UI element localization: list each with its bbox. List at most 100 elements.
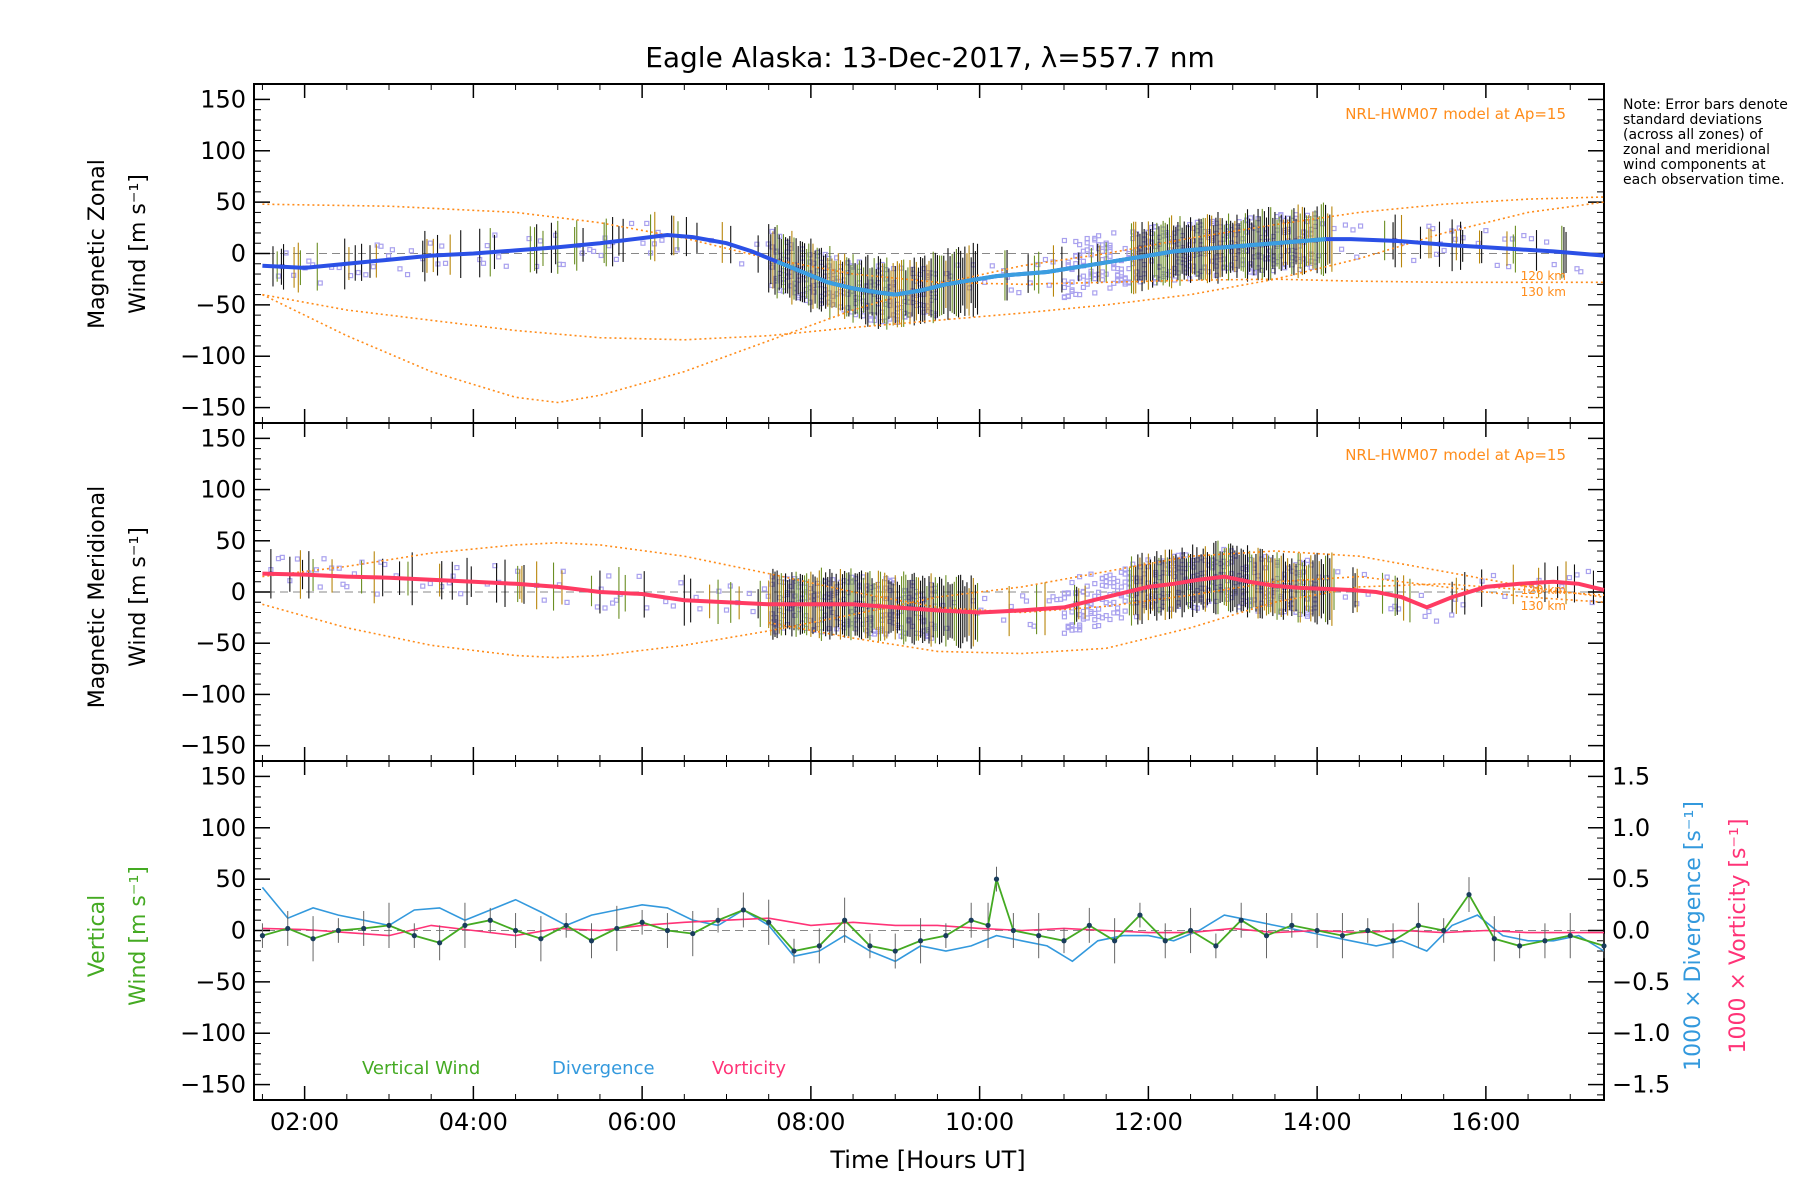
zone-point <box>1335 569 1341 575</box>
zone-point <box>826 580 832 586</box>
zonal-model-label: NRL-HWM07 model at Ap=15 <box>1345 105 1566 123</box>
zone-point <box>427 240 433 246</box>
vertical-wind-point <box>411 933 417 939</box>
zone-point <box>526 235 532 242</box>
zone-point <box>1384 574 1390 580</box>
zone-point <box>1209 563 1216 570</box>
zone-point <box>1095 246 1102 252</box>
zone-point <box>1449 612 1455 618</box>
vertical-wind-point <box>993 876 1000 882</box>
zone-point <box>769 611 775 617</box>
series-line <box>262 571 1605 615</box>
x-tick-label: 12:00 <box>1114 1108 1183 1136</box>
meridional-model-label: NRL-HWM07 model at Ap=15 <box>1345 446 1566 464</box>
zone-point <box>1187 602 1193 608</box>
zonal-model-height-120: 120 km <box>1521 269 1566 283</box>
zone-point <box>845 590 851 596</box>
zone-point <box>750 608 756 615</box>
vertical-wind-point <box>1365 927 1371 934</box>
y-tick-label: −150 <box>180 732 246 760</box>
zone-point <box>1304 261 1311 267</box>
zone-point <box>640 240 646 246</box>
zone-point <box>397 266 403 272</box>
y2-tick-label: −1.5 <box>1612 1071 1670 1099</box>
zone-point <box>1114 610 1121 616</box>
vertical-wind-point <box>1263 933 1270 939</box>
zone-point <box>697 606 703 612</box>
zone-point <box>1285 226 1292 232</box>
zone-point <box>1342 222 1348 228</box>
zone-point <box>1544 239 1550 245</box>
zone-point <box>830 268 836 275</box>
zone-point <box>1282 609 1288 615</box>
y2-tick-label: 1.0 <box>1612 814 1650 842</box>
zone-point <box>317 280 323 286</box>
model-curve <box>262 550 1605 659</box>
zone-point <box>807 252 813 258</box>
vertical-wind-point <box>791 948 797 954</box>
zone-point <box>1095 233 1102 239</box>
zone-point <box>1282 261 1288 268</box>
zone-point <box>807 585 813 592</box>
y-tick-label: 0 <box>231 578 246 606</box>
zone-point <box>1228 559 1235 565</box>
zone-point <box>1263 231 1269 237</box>
zone-point <box>1209 235 1216 241</box>
zone-point <box>1149 593 1155 599</box>
vertical-wind-point <box>437 940 443 946</box>
zone-point <box>1065 293 1071 299</box>
zone-point <box>1225 590 1231 596</box>
vertical-wind-point <box>1036 933 1042 939</box>
zone-point <box>1133 614 1140 620</box>
zone-point <box>427 580 433 587</box>
model-curve <box>262 201 1605 341</box>
error-bars <box>272 202 1567 330</box>
zone-point <box>1118 584 1124 590</box>
zone-point <box>925 628 931 635</box>
zone-point <box>868 615 874 621</box>
zone-point <box>1133 231 1140 237</box>
legend-divergence: Divergence <box>552 1058 655 1079</box>
series-line-overlap <box>776 237 1326 297</box>
zone-point <box>1190 596 1197 602</box>
zone-point <box>1187 221 1193 228</box>
zone-point <box>1008 287 1014 293</box>
zone-point <box>1589 599 1595 606</box>
zone-point <box>1133 269 1140 275</box>
x-tick-label: 16:00 <box>1451 1108 1520 1136</box>
vertical-wind-point <box>1466 891 1472 898</box>
zone-point <box>1099 277 1105 283</box>
vertical-wind-point <box>1542 938 1548 944</box>
zone-point <box>1301 256 1307 262</box>
zone-point <box>404 271 411 278</box>
y-tick-label: 50 <box>215 865 246 893</box>
y-tick-label: 150 <box>200 762 246 790</box>
zone-point <box>902 630 908 636</box>
y-tick-label: −50 <box>195 291 246 319</box>
zone-point <box>389 247 395 253</box>
zone-point <box>1077 292 1083 298</box>
meridional-model-height-120: 120 km <box>1521 583 1566 597</box>
zone-point <box>1206 598 1212 604</box>
zone-point <box>826 263 832 269</box>
y-tick-label: 50 <box>215 188 246 216</box>
zone-point <box>1152 598 1159 604</box>
chart-title: Eagle Alaska: 13-Dec-2017, λ=557.7 nm <box>645 41 1215 74</box>
zone-point <box>1187 242 1193 248</box>
zone-point <box>826 290 832 296</box>
zone-point <box>906 618 912 624</box>
zone-point <box>739 261 745 267</box>
zone-point <box>1225 223 1231 230</box>
model-curve <box>262 203 1604 286</box>
vertical-wind-point <box>361 925 367 932</box>
zone-point <box>773 615 779 621</box>
zone-point <box>496 254 502 260</box>
zone-point <box>761 586 768 592</box>
zone-point <box>420 583 426 589</box>
zone-point <box>602 235 608 241</box>
zone-point <box>1452 236 1459 242</box>
y-tick-label: −150 <box>180 394 246 422</box>
zone-point <box>883 631 889 637</box>
zone-point <box>1301 591 1307 597</box>
zone-point <box>613 256 619 263</box>
